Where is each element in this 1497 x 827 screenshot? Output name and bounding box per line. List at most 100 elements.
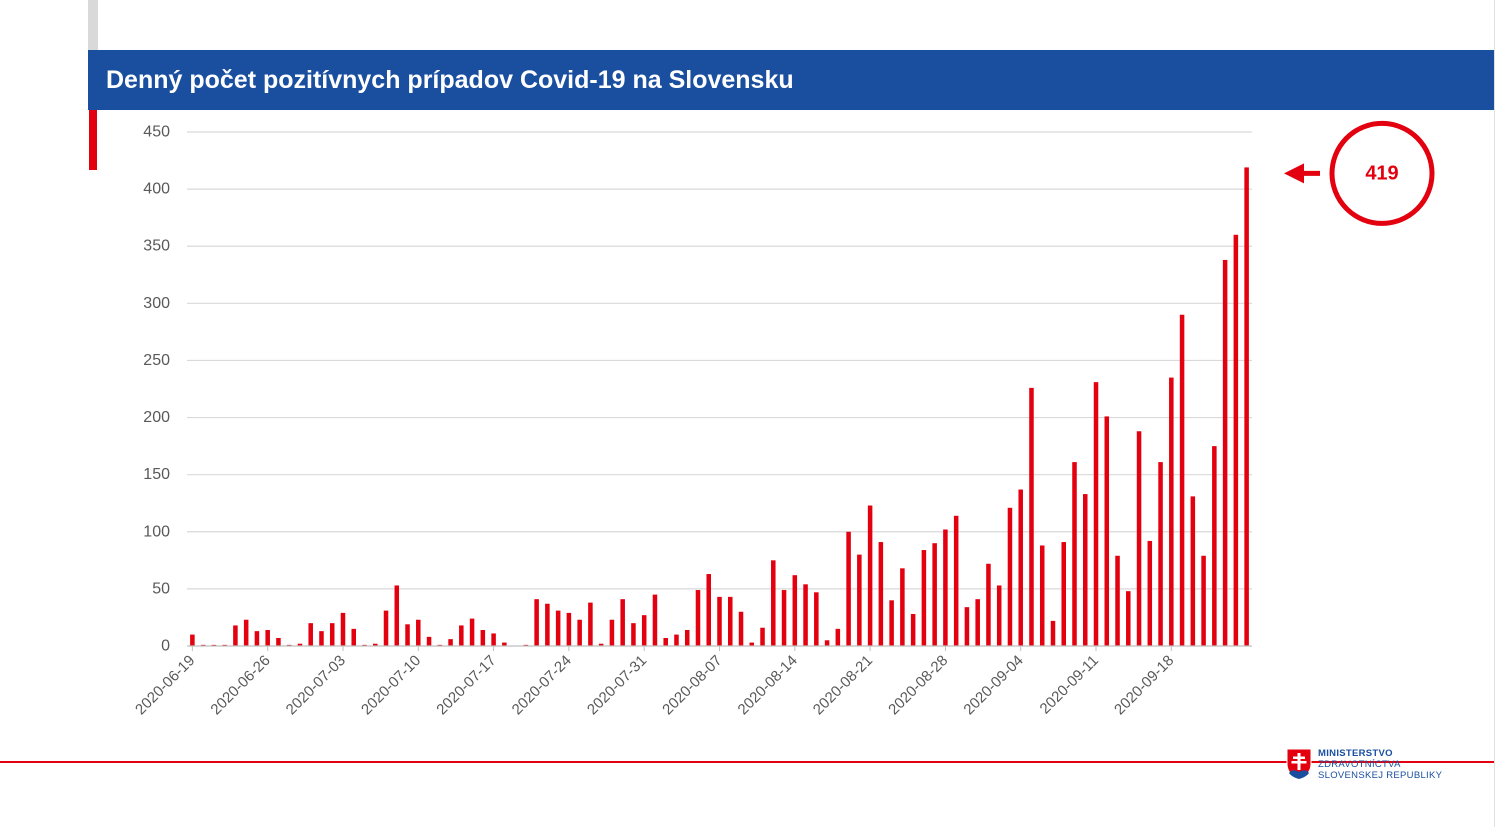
bar bbox=[803, 584, 808, 646]
bar bbox=[265, 630, 270, 646]
bar bbox=[1126, 591, 1131, 646]
annotation-value-label: 419 bbox=[1365, 162, 1398, 184]
bar bbox=[1018, 489, 1023, 646]
right-edge-line bbox=[1494, 0, 1495, 827]
y-tick-label: 0 bbox=[161, 638, 170, 655]
logo-line-3: SLOVENSKEJ REPUBLIKY bbox=[1318, 770, 1443, 781]
bar bbox=[1201, 555, 1206, 646]
y-tick-label: 450 bbox=[143, 124, 170, 141]
bar bbox=[910, 614, 916, 646]
bar bbox=[545, 603, 550, 646]
bar bbox=[1158, 462, 1163, 646]
x-tick-label: 2020-06-19 bbox=[132, 652, 198, 718]
bar bbox=[900, 568, 905, 646]
bars bbox=[190, 167, 1249, 647]
x-axis-ticks: 2020-06-19 2020-06-26 2020-07-03 2020-07-10… bbox=[132, 646, 1177, 718]
bar bbox=[943, 529, 948, 646]
bar bbox=[566, 612, 572, 646]
bar bbox=[233, 625, 238, 646]
x-tick-label: 2020-08-28 bbox=[885, 652, 951, 718]
bar bbox=[405, 624, 410, 646]
bar bbox=[717, 596, 722, 646]
bar bbox=[1093, 382, 1099, 646]
bar bbox=[1115, 555, 1120, 646]
bar bbox=[1169, 377, 1174, 646]
bar bbox=[491, 633, 496, 646]
footer-divider bbox=[0, 761, 1494, 763]
bar bbox=[319, 631, 324, 646]
logo-text: MINISTERSTVO ZDRAVOTNÍCTVA SLOVENSKEJ RE… bbox=[1318, 748, 1442, 781]
bar bbox=[781, 590, 787, 646]
y-tick-label: 250 bbox=[143, 352, 170, 369]
bar bbox=[652, 594, 658, 646]
y-tick-label: 300 bbox=[143, 295, 170, 312]
bar bbox=[620, 599, 625, 646]
bar bbox=[577, 619, 582, 646]
bar bbox=[383, 610, 389, 646]
bar bbox=[555, 610, 561, 646]
bar bbox=[351, 628, 356, 646]
bar bbox=[609, 619, 615, 646]
bar bbox=[1190, 496, 1196, 646]
bar bbox=[1136, 431, 1142, 646]
bar bbox=[835, 628, 841, 646]
bar bbox=[921, 550, 927, 646]
bar bbox=[878, 542, 884, 646]
x-tick-label: 2020-09-18 bbox=[1111, 652, 1177, 718]
x-tick-label: 2020-08-07 bbox=[659, 652, 725, 718]
bar bbox=[986, 563, 991, 646]
bar bbox=[846, 531, 851, 646]
bar bbox=[459, 625, 464, 646]
bar bbox=[502, 642, 507, 646]
bar bbox=[1222, 259, 1228, 646]
bar bbox=[1212, 446, 1217, 646]
bar bbox=[308, 623, 313, 646]
bar bbox=[1072, 462, 1077, 646]
bar bbox=[824, 640, 830, 646]
y-tick-label: 200 bbox=[143, 409, 170, 426]
bar bbox=[663, 638, 668, 646]
bar bbox=[814, 592, 819, 646]
y-axis-ticks: 0 50 100 150 200 250 300 350 400 450 bbox=[143, 124, 170, 655]
bar bbox=[749, 642, 755, 646]
bar bbox=[760, 627, 765, 646]
bar bbox=[728, 596, 733, 646]
bar bbox=[276, 638, 281, 646]
x-tick-label: 2020-07-17 bbox=[433, 652, 499, 718]
bar bbox=[1179, 314, 1185, 646]
bar bbox=[964, 607, 970, 646]
logo-line-1: MINISTERSTVO bbox=[1318, 748, 1393, 759]
bar bbox=[588, 602, 593, 646]
bar bbox=[738, 611, 744, 646]
annotation-circle bbox=[1329, 120, 1435, 226]
bar bbox=[1029, 387, 1034, 646]
bar bbox=[329, 623, 335, 646]
bar bbox=[1147, 540, 1153, 646]
bar bbox=[867, 505, 873, 646]
logo-line-2: ZDRAVOTNÍCTVA bbox=[1318, 759, 1401, 770]
bar bbox=[857, 554, 862, 646]
bar bbox=[469, 618, 475, 646]
bar bbox=[1007, 507, 1013, 646]
peak-annotation: 419 bbox=[1284, 120, 1435, 226]
bar bbox=[373, 643, 378, 646]
slovak-coat-of-arms-icon bbox=[1286, 748, 1312, 780]
x-tick-label: 2020-09-11 bbox=[1037, 652, 1102, 717]
bar bbox=[674, 634, 679, 646]
red-accent-bar bbox=[89, 110, 97, 170]
x-tick-label: 2020-07-24 bbox=[509, 652, 575, 718]
bar bbox=[297, 643, 303, 646]
bar bbox=[1061, 542, 1066, 646]
top-gray-bar bbox=[88, 0, 98, 50]
x-tick-label: 2020-08-21 bbox=[810, 652, 876, 718]
bar bbox=[340, 612, 346, 646]
bar bbox=[1039, 545, 1045, 646]
bar bbox=[1233, 234, 1239, 647]
bar bbox=[426, 636, 432, 646]
x-tick-label: 2020-07-03 bbox=[283, 652, 349, 718]
bar bbox=[416, 619, 421, 646]
bar bbox=[243, 619, 249, 646]
x-tick-label: 2020-09-04 bbox=[960, 652, 1026, 718]
y-tick-label: 150 bbox=[143, 466, 170, 483]
